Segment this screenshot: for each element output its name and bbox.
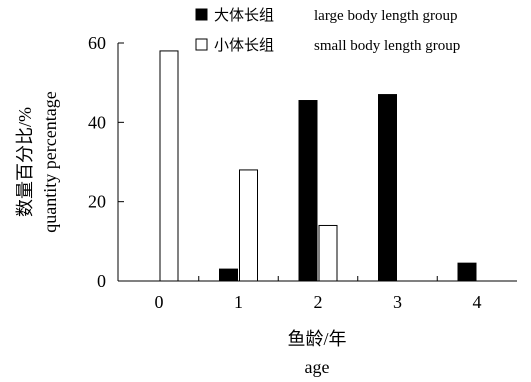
- y-tick-label: 60: [88, 33, 106, 53]
- bar-large-age-1: [219, 268, 238, 282]
- bar-large-age-2: [298, 100, 318, 282]
- y-ticks: 0 20 40 60: [88, 33, 124, 291]
- y-tick-label: 0: [97, 271, 106, 291]
- legend-swatch-large: [195, 8, 208, 21]
- x-tick-label: 3: [393, 292, 402, 312]
- bar-large-age-3: [378, 94, 397, 282]
- legend-label-large-cn: 大体长组: [214, 7, 274, 24]
- legend-label-small-cn: 小体长组: [214, 37, 274, 54]
- x-axis-label-cn: 鱼龄/年: [287, 329, 346, 349]
- y-tick-label: 40: [88, 112, 106, 132]
- bar-small-age-1: [239, 169, 258, 282]
- x-ticks: 0 1 2 3 4: [155, 276, 482, 312]
- bar-small-age-2: [318, 224, 338, 282]
- y-tick-label: 20: [88, 192, 106, 212]
- bar-large-age-4: [457, 262, 477, 282]
- bars: [159, 50, 477, 282]
- legend-label-large-en: large body length group: [314, 8, 457, 24]
- legend-label-small-en: small body length group: [314, 38, 460, 54]
- y-axis-label-en: quantity percentage: [40, 91, 60, 232]
- legend-swatch-small: [195, 38, 208, 51]
- x-tick-label: 0: [155, 292, 164, 312]
- x-axis-label-en: age: [305, 357, 330, 377]
- legend: 大体长组 large body length group 小体长组 small …: [195, 7, 460, 54]
- x-tick-label: 4: [473, 292, 482, 312]
- x-tick-label: 2: [314, 292, 323, 312]
- x-tick-label: 1: [234, 292, 243, 312]
- y-axis-label-cn: 数量百分比/%: [15, 107, 35, 217]
- bar-small-age-0: [159, 50, 179, 282]
